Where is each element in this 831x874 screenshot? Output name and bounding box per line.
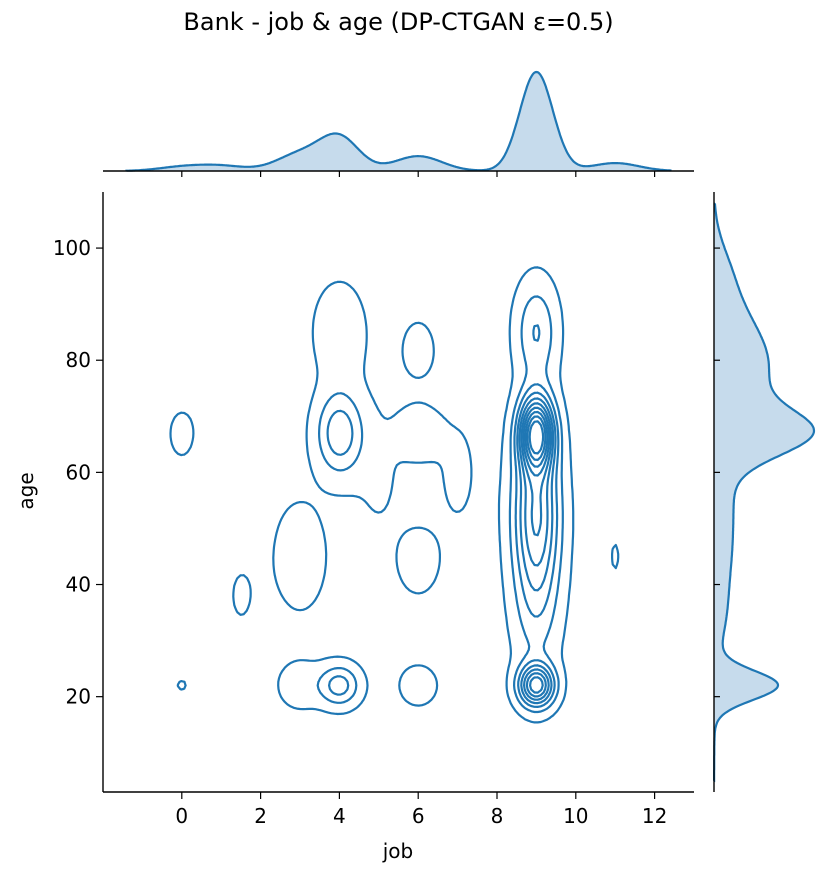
contour-level-3	[326, 324, 560, 708]
y-tick-label: 80	[66, 348, 91, 372]
y-tick-label: 60	[66, 460, 91, 484]
x-tick-label: 12	[642, 804, 667, 828]
contour-level-5	[518, 397, 555, 701]
contour-level-2	[316, 295, 564, 714]
age-marginal-density	[713, 192, 816, 792]
x-axis-label: job	[382, 839, 414, 863]
x-tick-label: 8	[491, 804, 504, 828]
x-tick-label: 0	[175, 804, 188, 828]
age-density-line	[713, 202, 816, 783]
contour-level-10	[528, 420, 545, 455]
kde-contours	[169, 266, 620, 724]
contour-level-9	[526, 415, 547, 461]
y-axis-label: age	[14, 472, 38, 509]
contour-level-7	[522, 406, 551, 694]
job-density-line	[125, 70, 672, 172]
y-tick-label: 40	[66, 573, 91, 597]
x-tick-label: 4	[333, 804, 346, 828]
contour-level-4	[516, 391, 557, 705]
x-tick-label: 6	[412, 804, 425, 828]
job-marginal-density	[103, 70, 694, 172]
axes: 0 2 4 6 8 10 12 20 40 60 80 100	[53, 171, 720, 828]
job-density-fill	[126, 72, 671, 171]
age-density-fill	[714, 203, 814, 781]
chart-title: Bank - job & age (DP-CTGAN ε=0.5)	[183, 8, 614, 36]
contour-level-8	[524, 410, 549, 468]
contour-level-1	[169, 266, 620, 724]
y-tick-label: 20	[66, 685, 91, 709]
y-tick-label: 100	[53, 236, 91, 260]
x-tick-label: 2	[254, 804, 267, 828]
contour-level-6	[520, 402, 553, 698]
x-tick-label: 10	[563, 804, 588, 828]
